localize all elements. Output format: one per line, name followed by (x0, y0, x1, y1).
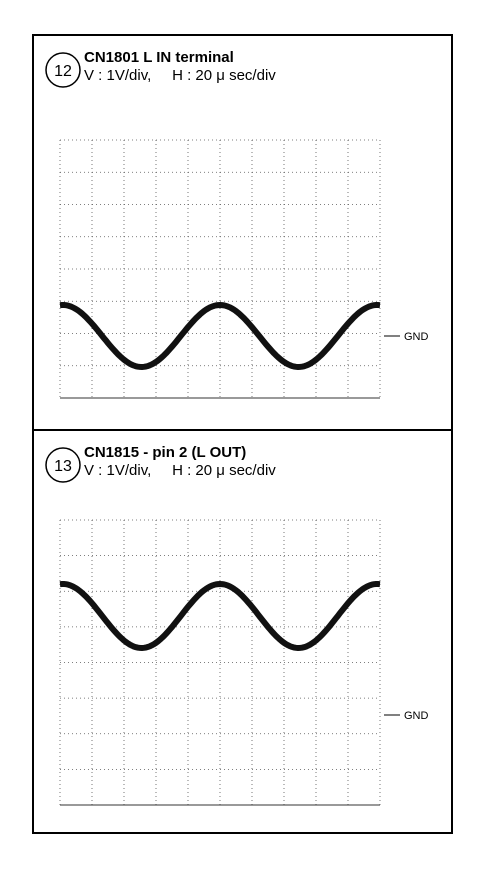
panel-title: CN1815 - pin 2 (L OUT) (84, 444, 246, 461)
number-circle (45, 52, 81, 88)
panel-number: 13 (54, 458, 72, 475)
panel-number: 12 (54, 63, 72, 80)
panel: 12 CN1801 L IN terminal V : 1V/div, H : … (45, 49, 429, 343)
waveform (59, 581, 381, 651)
panel: 13 CN1815 - pin 2 (L OUT) V : 1V/div, H … (45, 444, 429, 722)
panel-settings: V : 1V/div, H : 20 μ sec/div (84, 462, 276, 479)
number-circle (45, 447, 81, 483)
waveform (59, 302, 381, 370)
panel-title: CN1801 L IN terminal (84, 49, 234, 66)
gnd-label: GND (404, 331, 429, 343)
panel-settings: V : 1V/div, H : 20 μ sec/div (84, 67, 276, 84)
frame (32, 34, 453, 834)
gnd-label: GND (404, 710, 429, 722)
